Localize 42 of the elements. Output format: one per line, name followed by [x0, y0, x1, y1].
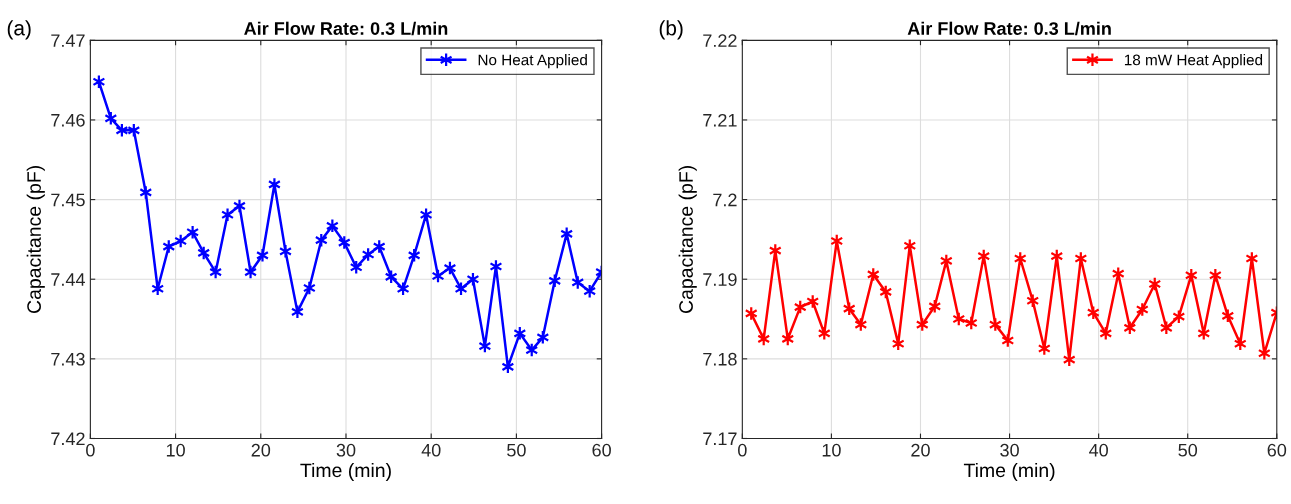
legend-label: No Heat Applied	[478, 54, 587, 69]
y-tick-label: 7.43	[51, 352, 85, 366]
y-tick-label: 7.18	[703, 352, 737, 366]
y-tick-label: 7.21	[703, 113, 737, 127]
chart-title: Air Flow Rate: 0.3 L/min	[907, 21, 1111, 36]
y-tick-label: 7.42	[51, 432, 85, 446]
x-tick-label: 40	[1089, 443, 1108, 457]
x-tick-label: 20	[911, 443, 930, 457]
legend-label: 18 mW Heat Applied	[1124, 54, 1263, 69]
point	[221, 207, 235, 223]
x-tick-label: 60	[592, 443, 611, 457]
y-tick-label: 7.47	[51, 34, 85, 47]
x-axis-title: Time (min)	[300, 462, 391, 482]
text: (a)	[7, 20, 31, 40]
point	[244, 264, 258, 280]
point	[255, 247, 270, 263]
x-tick-label: 60	[1267, 443, 1287, 457]
y-tick-label: 7.2	[713, 193, 737, 207]
x-tick-label: 40	[421, 443, 441, 457]
point	[232, 198, 246, 214]
x-tick-label: 50	[507, 443, 526, 457]
y-axis-title: Capacitance (pF)	[678, 166, 697, 313]
x-tick-label: 20	[251, 443, 271, 457]
text: (b)	[659, 20, 683, 40]
y-tick-label: 7.44	[51, 273, 85, 286]
chart-title: Air Flow Rate: 0.3 L/min	[244, 21, 448, 36]
x-tick-label: 30	[336, 443, 356, 457]
y-tick-label: 7.22	[703, 34, 737, 47]
point	[290, 304, 304, 320]
y-axis-title: Capacitance (pF)	[26, 166, 45, 313]
x-tick-label: 10	[822, 443, 841, 457]
x-axis-title: Time (min)	[963, 462, 1055, 482]
y-tick-label: 7.19	[703, 273, 737, 286]
y-tick-label: 7.17	[703, 432, 737, 446]
x-tick-label: 10	[166, 443, 185, 457]
point	[278, 243, 293, 259]
y-tick-label: 7.46	[51, 113, 85, 127]
x-tick-label: 0	[86, 443, 95, 457]
y-tick-label: 7.45	[51, 193, 85, 207]
x-tick-label: 0	[738, 443, 747, 457]
x-tick-label: 30	[1000, 443, 1019, 457]
x-tick-label: 50	[1178, 443, 1198, 457]
